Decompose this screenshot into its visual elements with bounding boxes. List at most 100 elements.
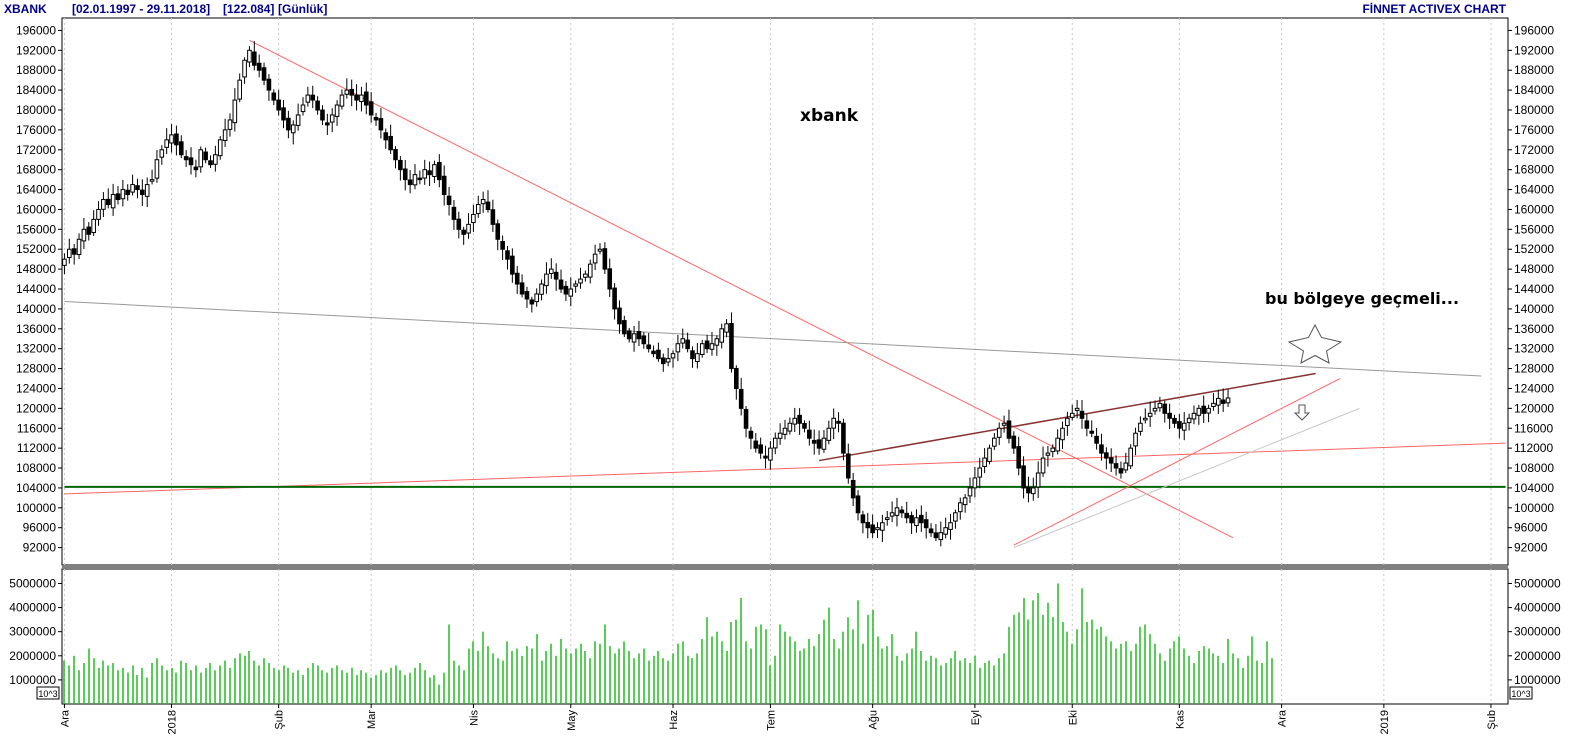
volume-bar (1178, 636, 1180, 704)
volume-tick-label-left: 3000000 (9, 625, 56, 639)
candle (787, 417, 793, 435)
candle (363, 82, 369, 115)
candle (1123, 452, 1129, 474)
volume-unit-box-left (36, 686, 60, 700)
volume-bar (696, 653, 698, 704)
volume-bar (521, 655, 523, 704)
candle (373, 112, 379, 126)
volume-bar (599, 643, 601, 704)
time-tick-label: Şub (274, 710, 286, 730)
volume-bar (209, 663, 211, 704)
candle (826, 420, 832, 445)
volume-bar (1198, 650, 1200, 704)
volume-bar (609, 646, 611, 704)
candle (393, 146, 398, 169)
volume-unit-box-right (1509, 686, 1533, 700)
volume-bar (263, 658, 265, 704)
candle (962, 494, 968, 513)
candle (62, 253, 67, 275)
candle (398, 156, 403, 181)
candle (1069, 404, 1075, 421)
volume-bar (78, 670, 80, 704)
candle (612, 283, 617, 320)
volume-bar (326, 672, 328, 704)
candle (183, 150, 189, 167)
price-tick-label-left: 152000 (16, 242, 56, 256)
volume-bar (769, 665, 771, 704)
candle (266, 74, 272, 101)
volume-bar (618, 648, 620, 704)
volume-bar (1183, 648, 1185, 704)
time-tick-label: 2018 (167, 710, 179, 734)
volume-bar (409, 672, 411, 704)
volume-bar (1203, 646, 1205, 704)
candle (802, 420, 807, 433)
volume-bar (292, 672, 294, 704)
chart-annotation-label: xbank (800, 106, 859, 126)
candle (222, 118, 228, 147)
volume-bar (930, 655, 932, 704)
volume-bar (906, 653, 908, 704)
volume-bar (234, 658, 236, 704)
candle (1191, 405, 1197, 425)
candle (1001, 415, 1007, 433)
volume-bar (1037, 593, 1039, 704)
volume-bar (988, 660, 990, 704)
price-tick-label-left: 156000 (16, 222, 56, 236)
volume-bar (1217, 655, 1219, 704)
candle (1089, 420, 1095, 438)
volume-bar (395, 665, 397, 704)
volume-bar (779, 624, 781, 704)
volume-bar (526, 646, 528, 704)
volume-bar (565, 648, 567, 704)
volume-bar (789, 636, 791, 704)
volume-bar (580, 643, 582, 704)
price-tick-label-right: 148000 (1514, 262, 1554, 276)
candle (1147, 401, 1153, 427)
volume-bar (283, 665, 285, 704)
volume-bar (881, 648, 883, 704)
candle (1021, 456, 1026, 499)
candle (928, 523, 934, 537)
volume-bar (443, 672, 445, 704)
volume-bar (336, 665, 338, 704)
candle (1196, 404, 1202, 425)
candle (237, 73, 243, 103)
volume-bar (969, 663, 971, 704)
candle (553, 263, 559, 291)
volume-bar (390, 667, 392, 704)
price-tick-label-right: 164000 (1514, 183, 1554, 197)
price-tick-label-left: 164000 (16, 183, 56, 197)
price-tick-label-right: 176000 (1514, 123, 1554, 137)
candle (388, 124, 393, 154)
candle (592, 244, 598, 271)
candle (402, 160, 408, 191)
candle (310, 85, 316, 109)
volume-bar (784, 631, 786, 704)
volume-bar (1018, 612, 1020, 704)
candle (675, 334, 681, 362)
volume-bar (594, 641, 596, 704)
target-zone-annotation: bu bölgeye geçmeli... (1265, 289, 1459, 308)
candle (656, 342, 661, 362)
volume-bar (214, 670, 216, 704)
volume-bar (964, 658, 966, 704)
candle (422, 159, 428, 185)
volume-bar (1271, 658, 1273, 704)
candle (544, 262, 549, 294)
candle (772, 432, 778, 455)
candle (967, 477, 973, 503)
candle (578, 267, 583, 289)
volume-bar (112, 663, 114, 704)
price-tick-label-left: 104000 (16, 481, 56, 495)
candle (568, 277, 574, 307)
volume-bar (648, 660, 650, 704)
candle (699, 339, 705, 358)
candle (714, 335, 720, 356)
candle (451, 199, 457, 230)
candle (193, 159, 199, 178)
volume-bar (1057, 583, 1059, 704)
candle (256, 54, 262, 78)
volume-bar (1159, 653, 1161, 704)
volume-bar (73, 655, 75, 704)
